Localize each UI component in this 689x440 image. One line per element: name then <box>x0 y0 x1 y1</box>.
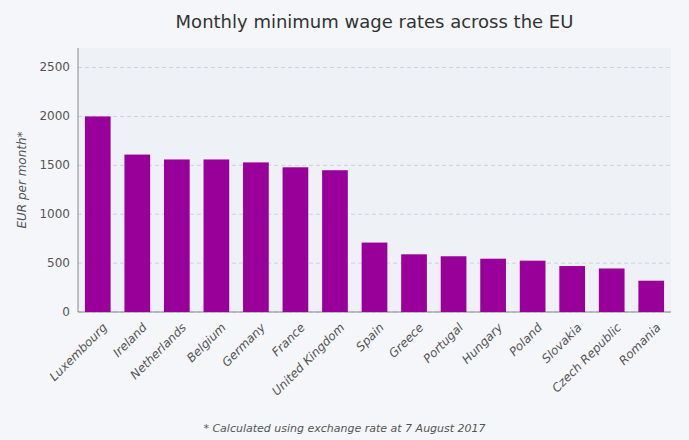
background <box>0 0 689 440</box>
bar <box>638 281 664 312</box>
title: Monthly minimum wage rates across the EU <box>176 11 574 32</box>
plot-area <box>78 48 671 312</box>
grid <box>78 68 671 312</box>
x-tick-label: Poland <box>506 320 545 359</box>
y-tick-label: 1500 <box>39 158 70 172</box>
x-tick-label: Romania <box>616 320 663 367</box>
y-axis-line <box>78 48 79 312</box>
bar <box>559 266 585 312</box>
y-tick-label: 0 <box>62 305 70 319</box>
x-tick-label: Czech Republic <box>549 320 624 395</box>
x-tick-label: Spain <box>353 320 387 354</box>
bar <box>480 259 506 312</box>
bar <box>362 243 388 312</box>
footnote: * Calculated using exchange rate at 7 Au… <box>203 422 485 435</box>
y-tick-label: 500 <box>47 256 70 270</box>
bar <box>401 254 427 312</box>
y-axis: 0 500 1000 1500 2000 2500 <box>39 48 78 319</box>
y-tick-label: 2000 <box>39 109 70 123</box>
chart: 0 500 1000 1500 2000 2500 LuxembourgIrelandNet… <box>0 0 689 440</box>
x-tick-label: Ireland <box>110 320 150 360</box>
x-tick-label: France <box>269 320 308 359</box>
x-tick-label: Germany <box>219 320 269 370</box>
grid-line <box>78 67 671 68</box>
chart-container: 0 500 1000 1500 2000 2500 LuxembourgIrelandNet… <box>0 0 689 440</box>
bar <box>322 170 348 312</box>
x-tick-label: Greece <box>386 320 426 360</box>
x-tick-label: Luxembourg <box>47 320 111 384</box>
bar <box>164 159 190 312</box>
y-axis-label: EUR per month* <box>15 131 29 228</box>
x-tick-label: Hungary <box>459 320 506 367</box>
x-axis: LuxembourgIrelandNetherlandsBelgiumGerma… <box>47 320 664 399</box>
x-tick-label: Netherlands <box>128 320 190 382</box>
bar <box>124 155 150 312</box>
y-tick-label: 2500 <box>39 60 70 74</box>
x-tick-label: Portugal <box>421 320 467 366</box>
bar <box>85 116 111 312</box>
bar <box>599 268 625 312</box>
bar <box>441 256 467 312</box>
bar <box>243 162 269 312</box>
bars <box>85 116 664 312</box>
y-tick-label: 1000 <box>39 207 70 221</box>
bar <box>520 261 546 312</box>
bar <box>204 159 230 312</box>
x-tick-label: United Kingdom <box>269 320 347 398</box>
grid-line <box>78 116 671 117</box>
bar <box>283 167 309 312</box>
